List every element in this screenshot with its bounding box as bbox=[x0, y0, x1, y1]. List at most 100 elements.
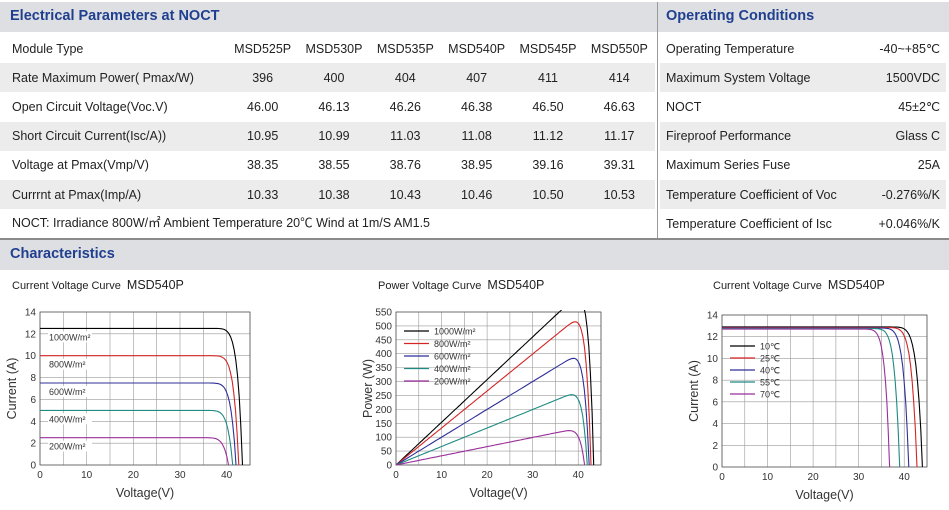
series-line bbox=[722, 328, 891, 467]
parameter-value: 11.03 bbox=[390, 129, 421, 144]
parameter-value: 39.31 bbox=[603, 158, 635, 173]
y-tick-label: 200 bbox=[375, 405, 392, 416]
x-axis-label: Voltage(V) bbox=[795, 488, 853, 502]
y-tick-label: 550 bbox=[375, 308, 392, 319]
series-line bbox=[40, 382, 237, 465]
table-header-row: Module Type MSD525P MSD530P MSD535P MSD5… bbox=[0, 34, 655, 63]
series-label: 800W/m² bbox=[49, 360, 86, 370]
x-tick-label: 10 bbox=[436, 470, 448, 481]
table-row: NOCT 45±2℃ bbox=[660, 92, 946, 121]
chart-model: MSD540P bbox=[487, 278, 545, 292]
parameter-value: 46.50 bbox=[532, 99, 564, 114]
y-tick-label: 250 bbox=[375, 391, 392, 402]
y-tick-label: 400 bbox=[375, 349, 392, 360]
parameter-value: 404 bbox=[394, 70, 416, 85]
legend-label: 600W/m² bbox=[434, 352, 471, 362]
series-label-bg bbox=[48, 331, 92, 343]
series-line bbox=[40, 327, 244, 465]
chart-title: Current Voltage Curve MSD540P bbox=[713, 278, 885, 292]
legend-label: 25℃ bbox=[760, 354, 780, 364]
legend-label: 40℃ bbox=[760, 366, 780, 376]
parameter-value: 411 bbox=[538, 70, 558, 85]
series-label: 200W/m² bbox=[49, 442, 86, 452]
section-divider bbox=[0, 238, 949, 240]
series-line bbox=[396, 394, 588, 465]
electrical-parameters-table: Module Type MSD525P MSD530P MSD535P MSD5… bbox=[0, 34, 655, 210]
condition-label: Maximum System Voltage bbox=[666, 70, 811, 85]
parameter-value: 11.17 bbox=[604, 129, 635, 144]
table-row: Open Circuit Voltage(Voc.V) 46.00 46.13 46.… bbox=[0, 92, 655, 121]
parameter-label: Open Circuit Voltage(Voc.V) bbox=[12, 99, 168, 114]
y-tick-label: 10 bbox=[707, 354, 719, 365]
series-line bbox=[722, 326, 923, 467]
chart-title-text: Current Voltage Curve bbox=[713, 280, 822, 292]
series-label: 1000W/m² bbox=[49, 332, 91, 342]
y-tick-label: 6 bbox=[30, 395, 36, 406]
series-line bbox=[722, 327, 910, 467]
table-row: Maximum System Voltage 1500VDC bbox=[660, 63, 946, 93]
chart-model: MSD540P bbox=[126, 278, 184, 292]
model-header: MSD525P bbox=[234, 41, 292, 56]
series-label: 400W/m² bbox=[49, 414, 86, 424]
series-label-bg bbox=[48, 386, 92, 398]
condition-value: 25A bbox=[917, 158, 940, 173]
noct-note: NOCT: Irradiance 800W/㎡ Ambient Temperat… bbox=[12, 216, 430, 230]
y-tick-label: 14 bbox=[25, 308, 37, 319]
series-line bbox=[40, 437, 230, 465]
operating-conditions-table: Operating Temperature -40~+85℃ Maximum Sys… bbox=[660, 34, 946, 238]
parameter-value: 400 bbox=[323, 70, 345, 85]
condition-value: 45±2℃ bbox=[898, 100, 940, 115]
operating-title: Operating Conditions bbox=[666, 8, 815, 24]
parameter-label: Rate Maximum Power( Pmax/W) bbox=[12, 70, 194, 85]
parameter-label: Currrnt at Pmax(Imp/A) bbox=[12, 187, 142, 202]
parameter-value: 11.08 bbox=[461, 129, 492, 144]
series-label: 600W/m² bbox=[49, 387, 86, 397]
parameter-value: 10.43 bbox=[389, 187, 421, 202]
y-tick-label: 0 bbox=[386, 461, 392, 472]
parameter-value: 38.95 bbox=[461, 158, 493, 173]
parameter-value: 396 bbox=[252, 70, 274, 85]
y-tick-label: 500 bbox=[375, 321, 392, 332]
module-type-label: Module Type bbox=[12, 41, 84, 56]
parameter-value: 414 bbox=[608, 70, 630, 85]
y-tick-label: 50 bbox=[381, 447, 393, 458]
y-tick-label: 12 bbox=[25, 329, 37, 340]
condition-value: -0.276%/K bbox=[881, 187, 940, 202]
chart-title: Current Voltage Curve MSD540P bbox=[12, 278, 184, 292]
chart-title: Power Voltage Curve MSD540P bbox=[378, 278, 544, 292]
table-row: Maximum Series Fuse 25A bbox=[660, 151, 946, 180]
table-row: Fireproof Performance Glass C bbox=[660, 121, 946, 151]
series-line bbox=[396, 321, 592, 465]
y-tick-label: 350 bbox=[375, 363, 392, 374]
x-tick-label: 0 bbox=[37, 470, 43, 481]
parameter-value: 46.13 bbox=[318, 99, 350, 114]
condition-value: Glass C bbox=[895, 129, 940, 144]
parameter-label: Voltage at Pmax(Vmp/V) bbox=[12, 158, 149, 173]
parameter-value: 46.00 bbox=[247, 99, 279, 114]
x-tick-label: 40 bbox=[573, 470, 585, 481]
legend-label: 200W/m² bbox=[434, 377, 471, 387]
series-line bbox=[396, 430, 586, 465]
series-line bbox=[40, 409, 234, 465]
series-label-bg bbox=[48, 440, 92, 452]
y-tick-label: 300 bbox=[375, 377, 392, 388]
characteristics-section-header: Characteristics bbox=[0, 240, 949, 270]
x-tick-label: 30 bbox=[527, 470, 539, 481]
table-row: Temperature Coefficient of Isc +0.046%/K bbox=[660, 209, 946, 238]
table-row: Operating Temperature -40~+85℃ bbox=[660, 34, 946, 63]
parameter-value: 46.26 bbox=[389, 99, 421, 114]
series-line bbox=[396, 357, 590, 465]
condition-label: NOCT bbox=[666, 99, 702, 114]
x-tick-label: 40 bbox=[221, 470, 233, 481]
x-tick-label: 20 bbox=[482, 470, 494, 481]
parameter-value: 38.76 bbox=[389, 158, 421, 173]
legend-label: 70℃ bbox=[760, 390, 780, 400]
y-axis-label: Power (W) bbox=[361, 359, 375, 418]
legend-label: 400W/m² bbox=[434, 364, 471, 374]
model-header: MSD545P bbox=[519, 41, 577, 56]
electrical-title: Electrical Parameters at NOCT bbox=[10, 8, 220, 24]
y-tick-label: 100 bbox=[375, 433, 392, 444]
parameter-value: 11.12 bbox=[532, 129, 564, 144]
parameter-value: 10.33 bbox=[247, 187, 279, 202]
y-tick-label: 2 bbox=[30, 439, 36, 450]
